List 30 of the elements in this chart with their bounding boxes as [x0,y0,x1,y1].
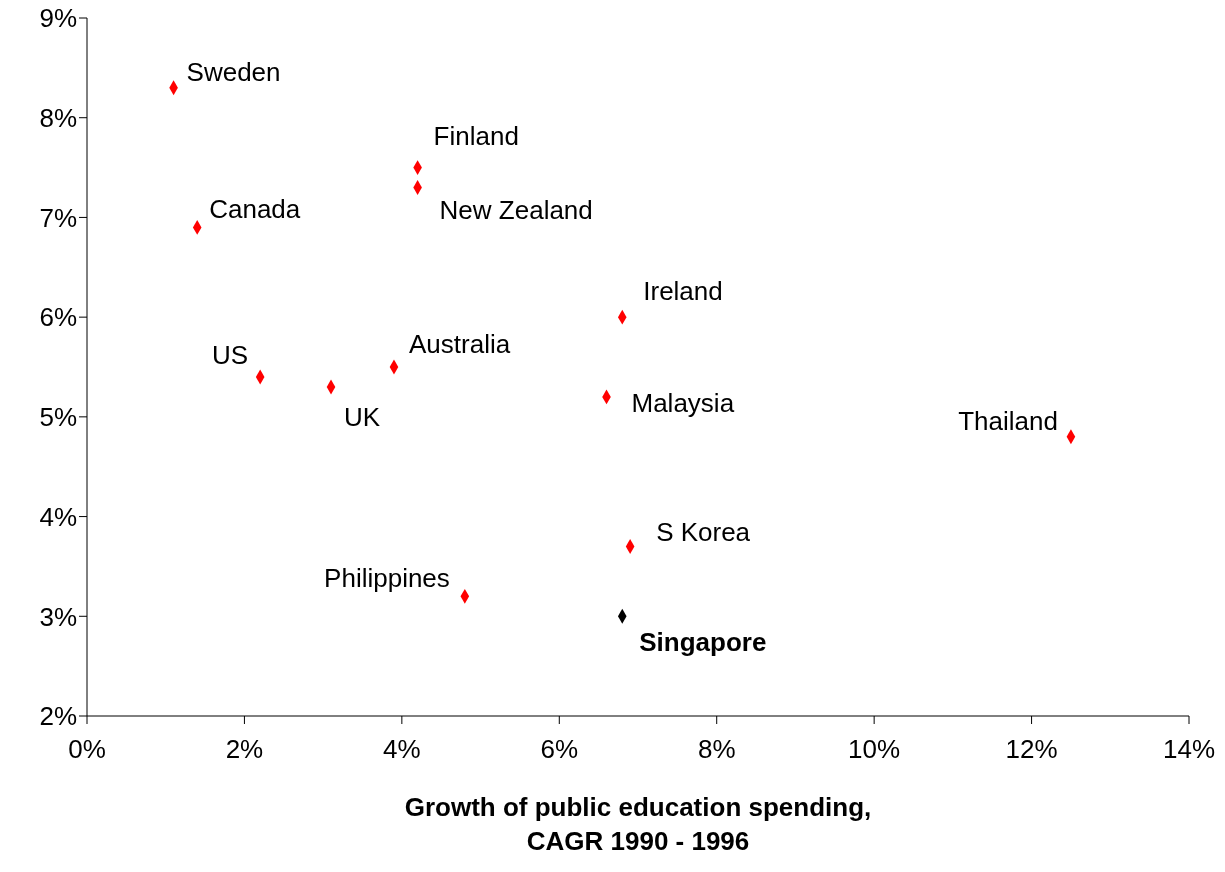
series-label: Philippines [324,563,450,594]
y-tick-label: 6% [39,302,77,333]
x-axis-title: Growth of public education spending, CAGR 1990 - 1996 [404,792,872,856]
x-tick-label: 2% [225,734,264,765]
x-tick-label: 14% [1162,734,1216,765]
x-tick-label: 4% [383,734,421,765]
x-tick-label: 8% [697,734,736,765]
y-tick-label: 5% [39,402,77,433]
y-tick-label: 4% [39,501,77,532]
y-tick-label: 3% [39,601,77,632]
y-tick-label: 7% [39,202,77,233]
x-tick-label: 10% [848,734,901,765]
series-label: Australia [408,329,511,359]
series-label: Malaysia [631,387,735,418]
y-tick-label: 9% [39,3,77,34]
x-tick-label: 6% [540,734,579,765]
series-label: S Korea [656,517,751,548]
series-label: UK [344,401,381,432]
series-label: New Zealand [439,194,593,225]
x-tick-label: 0% [68,734,106,765]
series-label: Canada [209,194,301,225]
series-label: Sweden [186,56,281,87]
series-label: Singapore [639,627,767,658]
series-label: Finland [433,120,519,151]
y-tick-label: 8% [39,102,77,133]
y-tick-label: 2% [39,701,77,732]
series-label: Ireland [643,276,723,307]
series-label: US [212,339,249,370]
x-tick-label: 12% [1005,734,1058,765]
series-label: Thailand [958,405,1058,436]
